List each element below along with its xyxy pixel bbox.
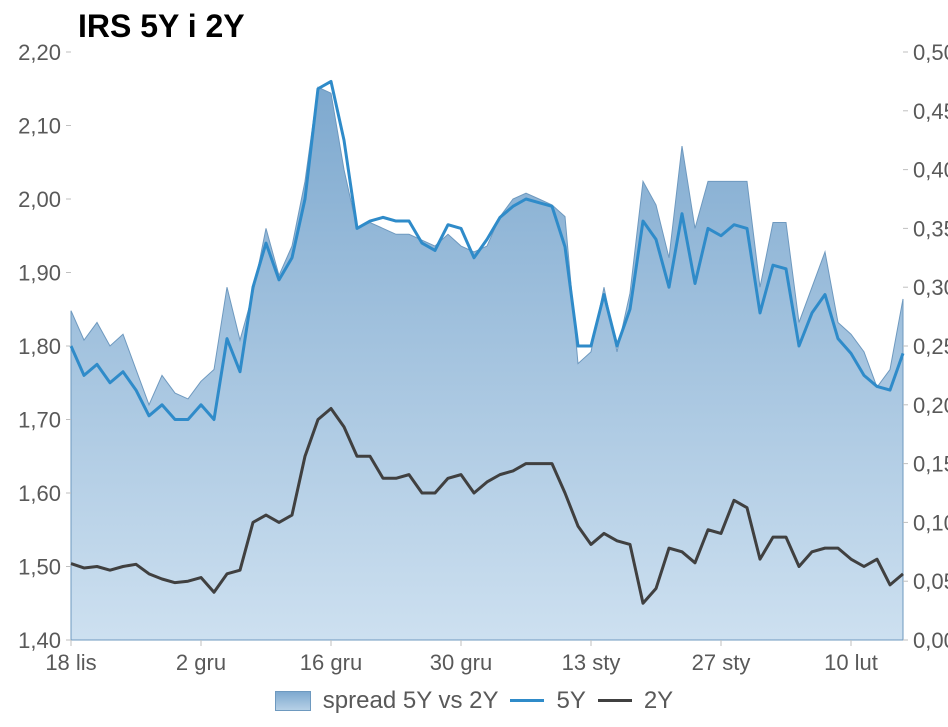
svg-text:2,00: 2,00	[18, 187, 61, 212]
svg-text:16 gru: 16 gru	[300, 650, 362, 675]
svg-text:0,40: 0,40	[913, 158, 948, 183]
chart-legend: spread 5Y vs 2Y 5Y 2Y	[0, 686, 948, 715]
irs-chart: IRS 5Y i 2Y 1,401,501,601,701,801,902,00…	[0, 0, 948, 727]
svg-text:0,35: 0,35	[913, 216, 948, 241]
svg-text:2 gru: 2 gru	[176, 650, 226, 675]
legend-swatch-line5y	[510, 699, 544, 702]
svg-text:0,50: 0,50	[913, 40, 948, 65]
svg-text:1,90: 1,90	[18, 261, 61, 286]
legend-swatch-line2y	[598, 699, 632, 702]
legend-swatch-spread	[275, 691, 311, 711]
legend-label-line5y: 5Y	[556, 687, 585, 714]
svg-text:0,00: 0,00	[913, 628, 948, 653]
svg-text:30 gru: 30 gru	[430, 650, 492, 675]
svg-text:2,10: 2,10	[18, 114, 61, 139]
svg-text:0,20: 0,20	[913, 393, 948, 418]
svg-text:10 lut: 10 lut	[824, 650, 878, 675]
legend-label-line2y: 2Y	[644, 687, 673, 714]
svg-text:1,60: 1,60	[18, 481, 61, 506]
chart-title: IRS 5Y i 2Y	[78, 8, 245, 45]
svg-text:18 lis: 18 lis	[45, 650, 96, 675]
svg-text:0,25: 0,25	[913, 334, 948, 359]
svg-text:1,50: 1,50	[18, 555, 61, 580]
svg-text:0,05: 0,05	[913, 569, 948, 594]
svg-text:13 sty: 13 sty	[562, 650, 621, 675]
svg-text:2,20: 2,20	[18, 40, 61, 65]
svg-text:0,30: 0,30	[913, 275, 948, 300]
legend-label-spread: spread 5Y vs 2Y	[323, 687, 499, 714]
svg-text:0,15: 0,15	[913, 452, 948, 477]
svg-text:0,45: 0,45	[913, 99, 948, 124]
svg-text:1,80: 1,80	[18, 334, 61, 359]
chart-plot: 1,401,501,601,701,801,902,002,102,200,00…	[0, 0, 948, 727]
svg-text:1,70: 1,70	[18, 408, 61, 433]
svg-text:0,10: 0,10	[913, 510, 948, 535]
svg-text:27 sty: 27 sty	[692, 650, 751, 675]
